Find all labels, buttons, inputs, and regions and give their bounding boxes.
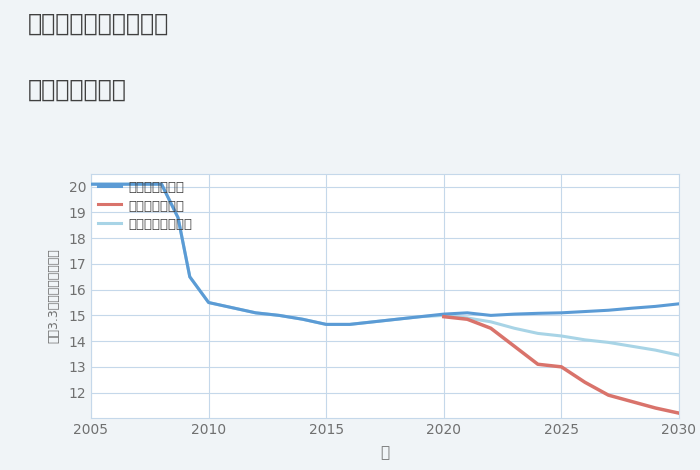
Text: 奈良県奈良市別所町の: 奈良県奈良市別所町の [28, 12, 169, 36]
X-axis label: 年: 年 [380, 446, 390, 461]
Y-axis label: 坪（3.3㎡）単価（万円）: 坪（3.3㎡）単価（万円） [47, 249, 60, 344]
Text: 土地の価格推移: 土地の価格推移 [28, 78, 127, 102]
Legend: グッドシナリオ, バッドシナリオ, ノーマルシナリオ: グッドシナリオ, バッドシナリオ, ノーマルシナリオ [97, 180, 192, 231]
